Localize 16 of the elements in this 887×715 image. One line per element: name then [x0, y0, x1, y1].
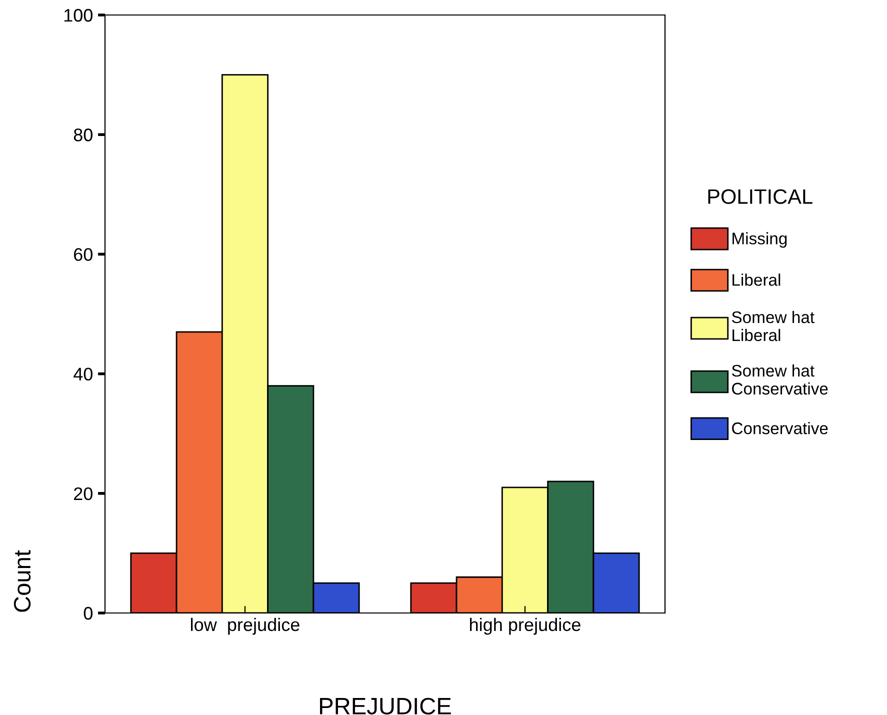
- x-tick-label: high prejudice: [470, 618, 580, 635]
- y-tick-label: 20: [74, 487, 92, 500]
- legend-label: Conservative: [732, 422, 828, 434]
- y-tick-label: 0: [84, 606, 92, 620]
- y-tick-label: 40: [74, 368, 92, 381]
- legend-label: Somew hat Conservative: [732, 364, 828, 395]
- x-axis-title: PREJUDICE: [320, 698, 451, 715]
- y-tick-label: 100: [64, 8, 92, 22]
- legend-label: Missing: [732, 232, 787, 248]
- legend-title: POLITICAL: [708, 189, 812, 204]
- y-tick-label: 80: [74, 128, 92, 142]
- legend-label: Somew hat Liberal: [732, 310, 814, 342]
- y-axis-title: Count: [14, 550, 31, 612]
- x-tick-label: low prejudice: [191, 618, 300, 635]
- legend-label: Liberal: [732, 274, 780, 286]
- y-tick-label: 60: [74, 248, 92, 261]
